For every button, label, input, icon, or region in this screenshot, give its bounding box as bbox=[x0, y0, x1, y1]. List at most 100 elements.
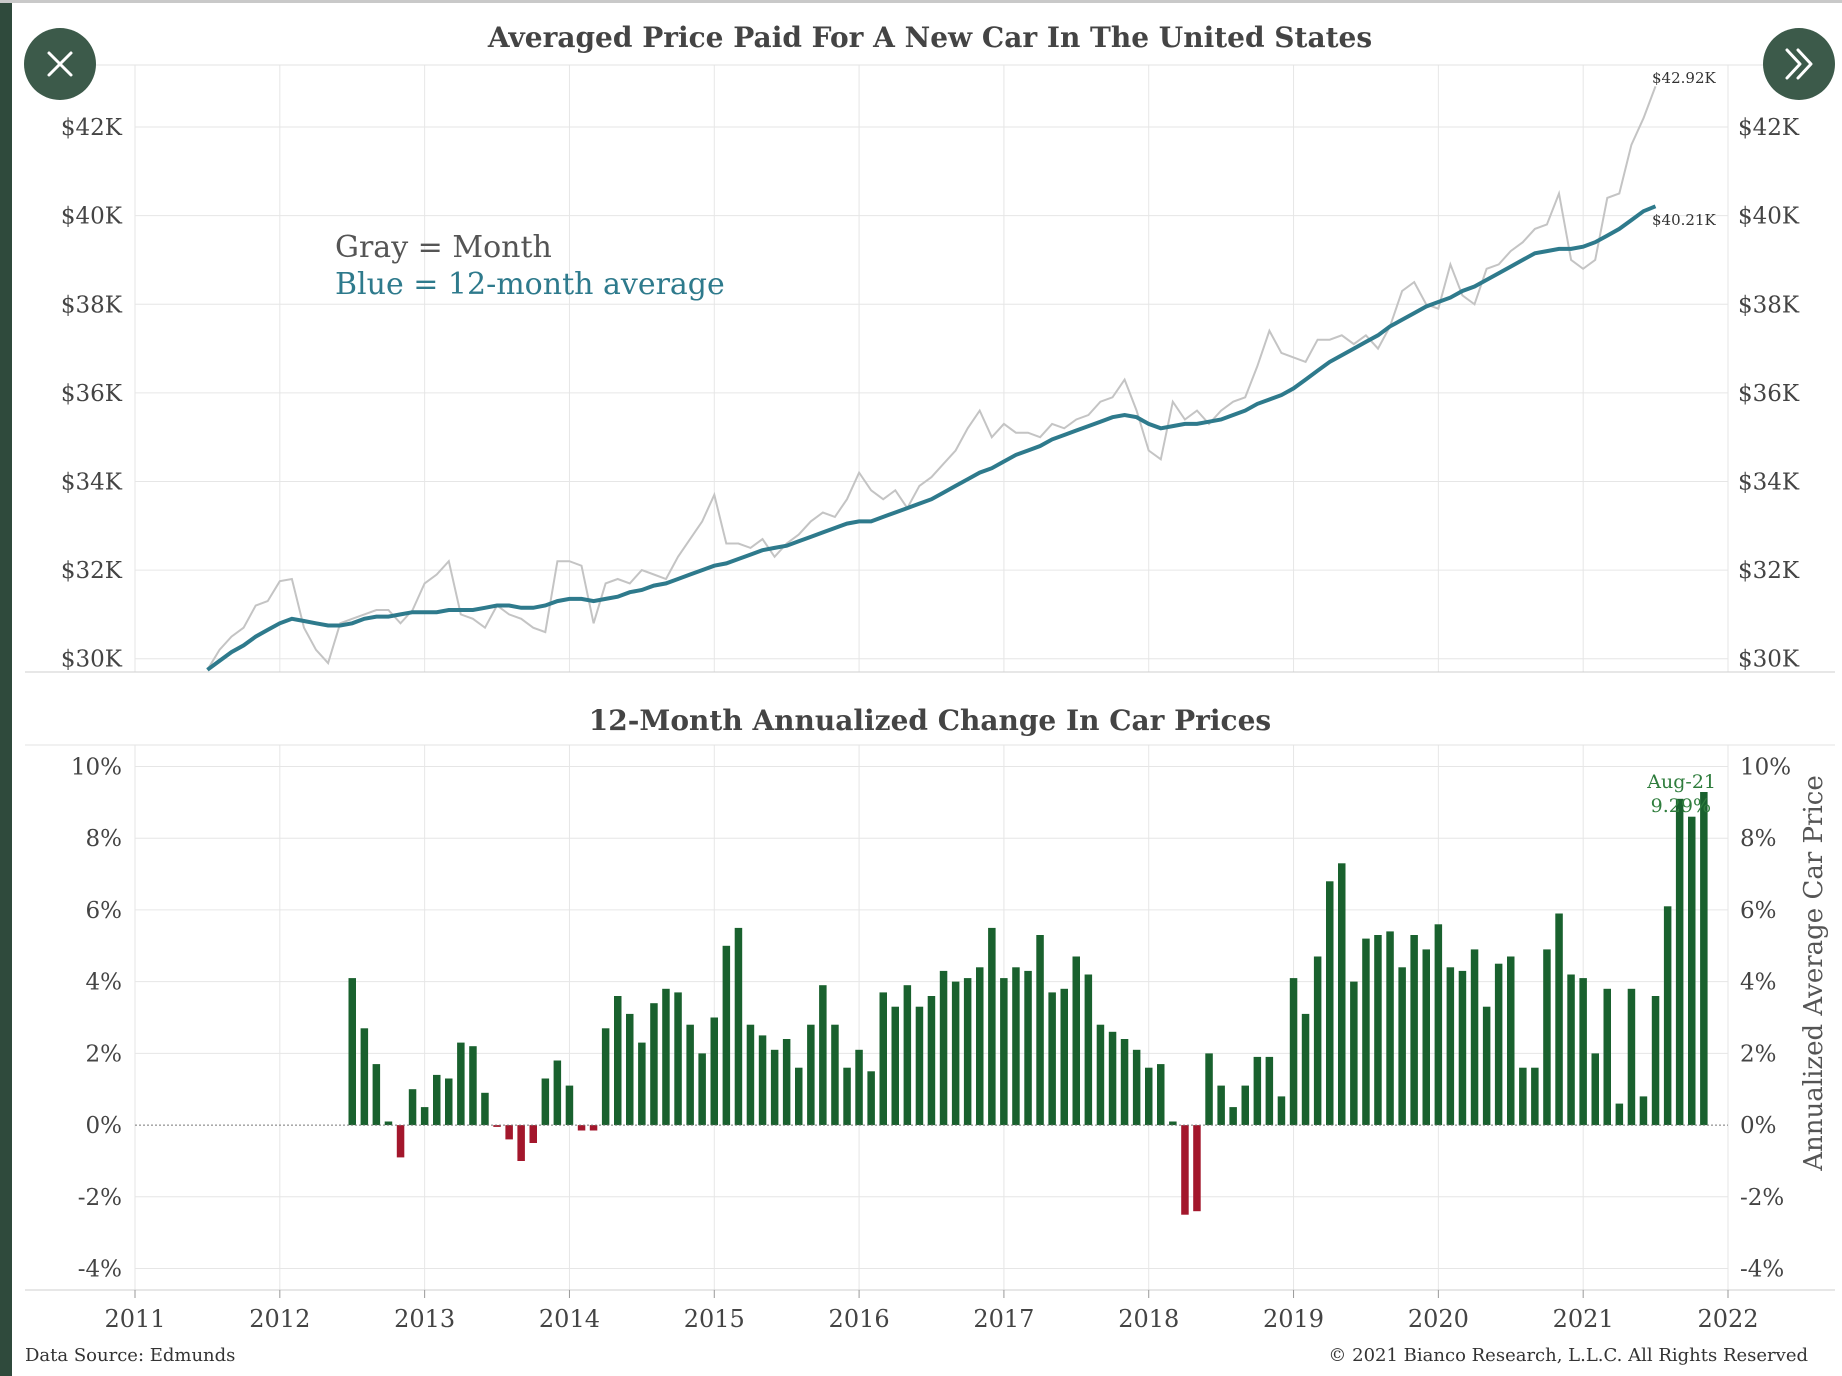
bar bbox=[1422, 949, 1430, 1126]
bar bbox=[951, 981, 960, 1125]
bar bbox=[1458, 970, 1467, 1126]
bar bbox=[1132, 1049, 1141, 1126]
bar bbox=[614, 996, 622, 1126]
bar bbox=[433, 1074, 441, 1126]
bar bbox=[1229, 1107, 1237, 1125]
price-y-tick-left: $42K bbox=[61, 115, 123, 141]
bar bbox=[1036, 935, 1044, 1125]
price-chart: Averaged Price Paid For A New Car In The… bbox=[25, 21, 1835, 673]
series-month-line bbox=[206, 85, 1657, 671]
bar bbox=[1193, 1125, 1201, 1212]
change-chart-y-axis-label: Annualized Average Car Price bbox=[1799, 775, 1829, 1171]
change-y-tick-left: 2% bbox=[86, 1041, 123, 1067]
bar bbox=[541, 1078, 550, 1126]
bar bbox=[1398, 967, 1406, 1126]
change-chart-grid bbox=[25, 744, 1835, 1291]
price-y-tick-left: $34K bbox=[61, 469, 123, 495]
bar bbox=[360, 1028, 369, 1126]
change-y-tick-right: 2% bbox=[1740, 1041, 1777, 1067]
change-y-tick-right: 10% bbox=[1740, 755, 1791, 781]
bar bbox=[963, 978, 972, 1126]
change-x-tick-label: 2011 bbox=[104, 1305, 165, 1333]
bar bbox=[529, 1125, 537, 1143]
bar bbox=[1326, 881, 1334, 1126]
bar bbox=[843, 1067, 851, 1126]
bar bbox=[1108, 1031, 1117, 1125]
bar bbox=[1615, 1103, 1624, 1126]
change-y-tick-right: 6% bbox=[1740, 898, 1777, 924]
bar bbox=[1024, 970, 1032, 1126]
bar bbox=[1084, 974, 1093, 1126]
annotation-value: 9.29% bbox=[1651, 795, 1711, 817]
bar bbox=[1096, 1024, 1105, 1126]
bar bbox=[601, 1028, 610, 1126]
bar bbox=[674, 992, 682, 1126]
price-y-tick-right: $34K bbox=[1738, 469, 1800, 495]
bar bbox=[686, 1024, 694, 1126]
end-label-month: $42.92K bbox=[1652, 69, 1716, 87]
bar bbox=[348, 978, 356, 1126]
change-x-tick-label: 2020 bbox=[1408, 1305, 1469, 1333]
bar bbox=[1350, 981, 1358, 1125]
bar bbox=[939, 970, 948, 1126]
bar bbox=[1169, 1121, 1177, 1126]
change-y-tick-right: 8% bbox=[1740, 826, 1777, 852]
bar bbox=[1579, 978, 1587, 1126]
bar bbox=[1507, 956, 1515, 1125]
bar bbox=[1301, 1013, 1310, 1126]
bar bbox=[1277, 1096, 1286, 1126]
bar bbox=[445, 1078, 453, 1126]
bar bbox=[819, 985, 827, 1125]
bar bbox=[1181, 1125, 1189, 1215]
bar bbox=[1446, 967, 1455, 1126]
bar bbox=[1555, 913, 1563, 1125]
bar bbox=[505, 1125, 513, 1140]
bar bbox=[469, 1046, 477, 1126]
close-icon bbox=[47, 51, 73, 77]
bar bbox=[891, 1006, 899, 1125]
bar bbox=[1048, 992, 1056, 1126]
bar bbox=[1217, 1085, 1225, 1125]
change-x-tick-label: 2017 bbox=[973, 1305, 1034, 1333]
price-y-tick-right: $38K bbox=[1738, 292, 1800, 318]
next-button[interactable] bbox=[1763, 28, 1835, 100]
copyright-note: © 2021 Bianco Research, L.L.C. All Right… bbox=[1328, 1345, 1808, 1366]
bar bbox=[1241, 1085, 1249, 1125]
change-chart-bars bbox=[348, 792, 1708, 1215]
change-y-tick-left: 0% bbox=[86, 1113, 123, 1139]
bar bbox=[372, 1064, 381, 1126]
bar bbox=[493, 1125, 501, 1127]
bar bbox=[746, 1024, 755, 1126]
bar bbox=[1338, 863, 1346, 1125]
change-y-tick-left: 4% bbox=[86, 970, 123, 996]
bar bbox=[976, 967, 984, 1126]
price-y-tick-right: $30K bbox=[1738, 647, 1800, 673]
bar bbox=[1012, 967, 1020, 1126]
bar bbox=[1362, 938, 1370, 1125]
legend-month: Gray = Month bbox=[335, 230, 552, 265]
price-chart-grid bbox=[25, 64, 1835, 673]
change-y-tick-left: -4% bbox=[78, 1256, 122, 1282]
price-y-tick-right: $36K bbox=[1738, 381, 1800, 407]
bar bbox=[481, 1092, 489, 1126]
bar bbox=[1410, 935, 1418, 1125]
bar bbox=[710, 1017, 718, 1126]
bar bbox=[1470, 949, 1479, 1126]
bar bbox=[1651, 996, 1660, 1126]
bar bbox=[577, 1125, 586, 1131]
bar bbox=[734, 927, 743, 1126]
change-chart-y-ticks: -4% -4% -2% -2% 0% 0% 2% 2% 4% 4% 6% 6% 8% 8% 10% 10% bbox=[71, 755, 1791, 1283]
change-chart-title: 12-Month Annualized Change In Car Prices bbox=[589, 704, 1271, 737]
price-y-tick-left: $38K bbox=[61, 292, 123, 318]
bar bbox=[831, 1024, 839, 1126]
price-chart-title: Averaged Price Paid For A New Car In The… bbox=[487, 21, 1372, 54]
bar bbox=[1434, 924, 1443, 1126]
bar bbox=[565, 1085, 574, 1125]
change-y-tick-left: 10% bbox=[71, 755, 122, 781]
price-y-tick-right: $42K bbox=[1738, 115, 1800, 141]
price-y-tick-right: $32K bbox=[1738, 558, 1800, 584]
bar bbox=[1157, 1064, 1165, 1126]
bar bbox=[1205, 1053, 1213, 1126]
bar bbox=[1567, 974, 1575, 1126]
close-button[interactable] bbox=[24, 28, 96, 100]
